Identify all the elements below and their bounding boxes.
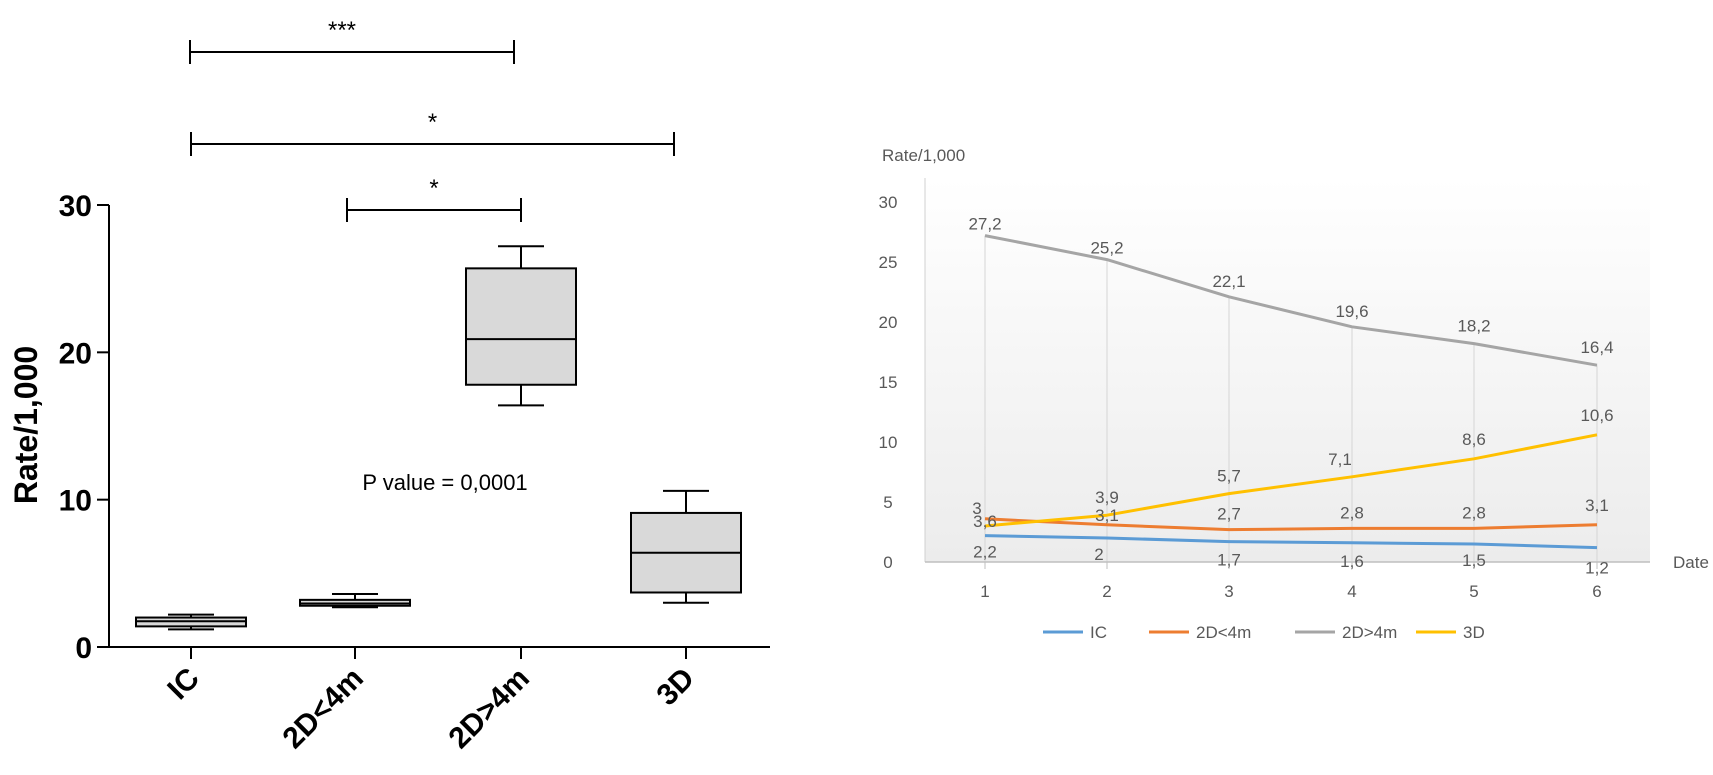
data-label-3D: 7,1 — [1328, 450, 1352, 469]
data-label-2D<4m: 3,1 — [1095, 506, 1119, 525]
box-x-tick-label: 2D>4m — [442, 662, 536, 756]
box-axes — [108, 205, 770, 648]
box-3 — [465, 245, 577, 407]
box-x-ticks: IC 2D<4m 2D>4m 3D — [161, 647, 701, 755]
data-label-2D>4m: 16,4 — [1580, 338, 1613, 357]
data-label-2D<4m: 3,6 — [973, 512, 997, 531]
data-label-IC: 2 — [1094, 545, 1103, 564]
legend-item-3D: 3D — [1416, 623, 1485, 642]
data-label-IC: 2,2 — [973, 543, 997, 562]
line-x-ticks: 1 2 3 4 5 6 — [980, 562, 1602, 601]
series-line-3D — [984, 433, 1598, 528]
series-line-IC — [984, 534, 1598, 550]
box-series — [135, 245, 742, 631]
data-label-2D<4m: 2,8 — [1462, 503, 1486, 522]
line-y-tick-label: 10 — [879, 433, 898, 452]
significance-label: *** — [328, 17, 356, 44]
box-x-tick-label: 3D — [650, 662, 700, 712]
box-y-tick-label: 20 — [59, 337, 92, 370]
legend-label: 2D>4m — [1342, 623, 1397, 642]
line-y-axis-label: Rate/1,000 — [882, 146, 965, 165]
data-label-2D<4m: 3,1 — [1585, 496, 1609, 515]
data-label-IC: 1,2 — [1585, 559, 1609, 578]
line-x-tick-label: 4 — [1347, 582, 1356, 601]
line-x-tick-label: 1 — [980, 582, 989, 601]
box-y-tick-label: 30 — [59, 190, 92, 223]
box-y-tick-label: 10 — [59, 485, 92, 518]
data-label-2D>4m: 19,6 — [1335, 302, 1368, 321]
series-line-2D<4m — [984, 517, 1598, 532]
line-y-tick-label: 5 — [883, 493, 892, 512]
line-drop-lines — [984, 235, 1598, 562]
legend-item-IC: IC — [1043, 623, 1107, 642]
legend-item-2D>4m: 2D>4m — [1295, 623, 1397, 642]
data-label-2D>4m: 22,1 — [1212, 272, 1245, 291]
box-y-ticks: 0 10 20 30 — [59, 190, 109, 665]
data-label-2D>4m: 27,2 — [968, 215, 1001, 234]
box-x-tick-label: IC — [161, 662, 206, 707]
significance-bracket-1: *** — [189, 17, 515, 64]
significance-label: * — [428, 109, 437, 136]
line-y-tick-label: 0 — [883, 553, 892, 572]
line-x-tick-label: 5 — [1469, 582, 1478, 601]
line-y-tick-label: 20 — [879, 313, 898, 332]
line-y-tick-label: 25 — [879, 253, 898, 272]
line-series — [984, 234, 1598, 550]
data-label-2D<4m: 2,7 — [1217, 505, 1241, 524]
line-x-tick-label: 3 — [1224, 582, 1233, 601]
legend-label: IC — [1090, 623, 1107, 642]
line-x-tick-label: 2 — [1102, 582, 1111, 601]
legend-label: 3D — [1463, 623, 1485, 642]
line-x-axis-label: Date — [1673, 553, 1709, 572]
data-label-3D: 3 — [972, 499, 981, 518]
data-label-IC: 1,7 — [1217, 551, 1241, 570]
data-label-3D: 3,9 — [1095, 488, 1119, 507]
data-label-2D>4m: 18,2 — [1457, 317, 1490, 336]
legend-label: 2D<4m — [1196, 623, 1251, 642]
line-legend: IC 2D<4m 2D>4m 3D — [1043, 623, 1485, 642]
line-plot-area — [925, 178, 1650, 562]
line-y-tick-label: 30 — [879, 193, 898, 212]
line-x-tick-label: 6 — [1592, 582, 1601, 601]
line-y-ticks: 0 5 10 15 20 25 30 — [879, 193, 898, 572]
significance-bracket-2: * — [190, 109, 675, 156]
data-label-IC: 1,6 — [1340, 552, 1364, 571]
box-x-tick-label: 2D<4m — [276, 662, 370, 756]
box-2 — [299, 592, 411, 609]
box-y-tick-label: 0 — [75, 632, 92, 665]
line-data-labels: 2,2 2 1,7 1,6 1,5 1,2 3,6 3,1 2,7 2,8 2,8 3,1 27,2 25… — [968, 215, 1613, 578]
series-line-2D>4m — [984, 234, 1598, 367]
box-4 — [630, 489, 742, 604]
legend-item-2D<4m: 2D<4m — [1149, 623, 1251, 642]
p-value-annotation: P value = 0,0001 — [362, 470, 527, 495]
data-label-2D>4m: 25,2 — [1090, 239, 1123, 258]
data-label-3D: 8,6 — [1462, 430, 1486, 449]
data-label-3D: 5,7 — [1217, 467, 1241, 486]
data-label-IC: 1,5 — [1462, 551, 1486, 570]
significance-label: * — [429, 175, 438, 202]
line-y-tick-label: 15 — [879, 373, 898, 392]
data-label-2D<4m: 2,8 — [1340, 503, 1364, 522]
box-iqr-rect — [465, 267, 577, 386]
data-label-3D: 10,6 — [1580, 406, 1613, 425]
box-1 — [135, 613, 247, 631]
significance-brackets: ***** — [189, 17, 675, 222]
significance-bracket-3: * — [346, 175, 522, 222]
box-y-axis-label: Rate/1,000 — [8, 346, 44, 504]
